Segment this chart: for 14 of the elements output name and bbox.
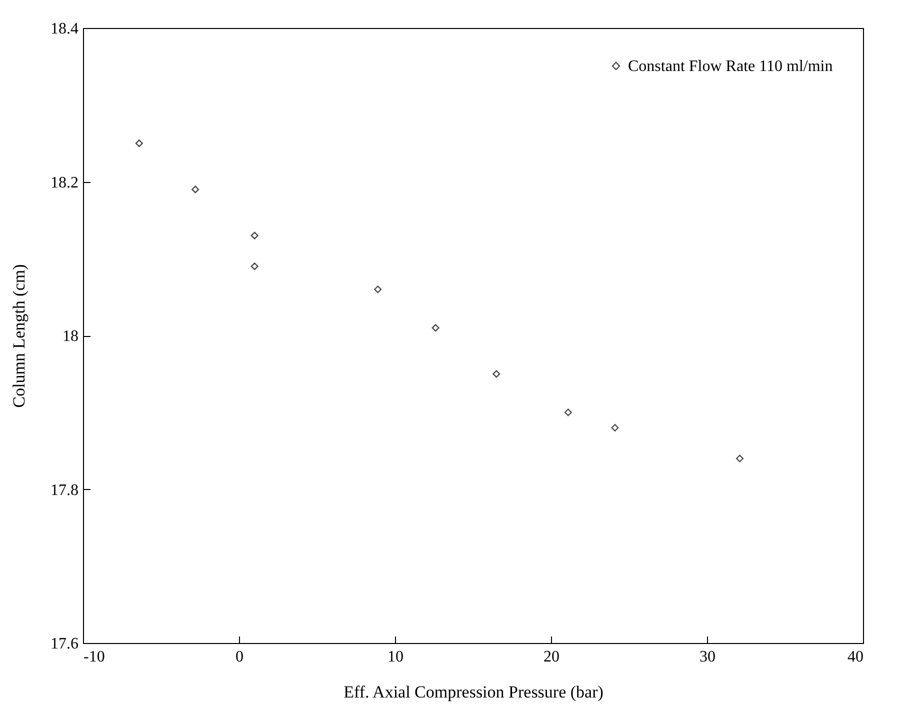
x-axis-title: Eff. Axial Compression Pressure (bar) xyxy=(344,682,604,702)
y-tick-label: 17.6 xyxy=(50,636,78,652)
x-tick-label: 10 xyxy=(388,648,404,666)
y-tick-label: 18 xyxy=(62,328,78,345)
x-tick-label: 0 xyxy=(236,648,244,666)
legend-label: Constant Flow Rate 110 ml/min xyxy=(628,58,833,75)
y-axis-title: Column Length (cm) xyxy=(10,264,28,408)
x-tick-label: 30 xyxy=(700,648,716,666)
y-tick-label: 18.2 xyxy=(50,174,78,192)
x-tick-label: 40 xyxy=(848,648,864,666)
x-tick-label: 20 xyxy=(544,648,560,666)
x-tick-label: -10 xyxy=(84,648,105,666)
y-tick-label: 17.8 xyxy=(50,482,78,499)
y-tick-label: 18.4 xyxy=(50,20,78,38)
